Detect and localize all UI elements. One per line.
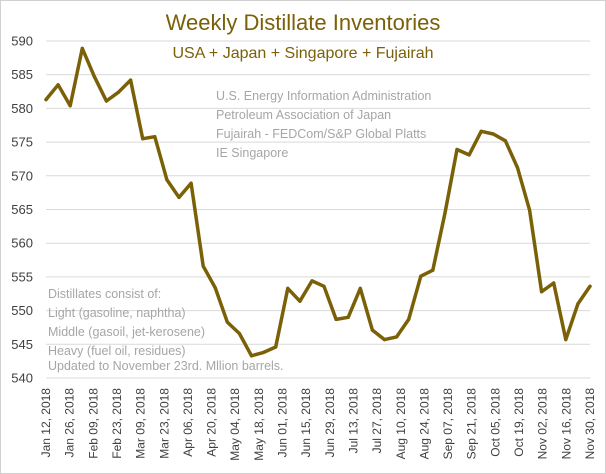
note-heading: Distillates consist of: (48, 287, 162, 301)
data-point (358, 286, 362, 290)
y-tick-label-540: 540 (11, 371, 33, 386)
data-point (431, 268, 435, 272)
data-point (588, 284, 592, 288)
data-point (286, 286, 290, 290)
x-tick-label: Jun 29, 2018 (323, 388, 337, 458)
x-tick-label: Apr 20, 2018 (205, 388, 219, 457)
x-tick-label: Jan 26, 2018 (63, 388, 77, 458)
x-tick-label: Nov 30, 2018 (583, 388, 597, 460)
x-tick-label: Jul 13, 2018 (346, 388, 360, 454)
y-tick-label-560: 560 (11, 236, 33, 251)
x-tick-label: May 18, 2018 (252, 388, 266, 461)
data-point (395, 335, 399, 339)
data-point (322, 284, 326, 288)
data-point (564, 338, 568, 342)
x-axis-ticks: Jan 12, 2018 Jan 26, 2018 Feb 09, 2018 Feb … (39, 388, 597, 461)
data-point (370, 328, 374, 332)
data-point (177, 195, 181, 199)
data-point (382, 338, 387, 342)
data-point (576, 302, 580, 306)
data-point (334, 317, 338, 321)
x-tick-label: Jan 12, 2018 (39, 388, 53, 458)
data-point (491, 132, 495, 136)
note-heavy: Heavy (fuel oil, residues) (48, 344, 186, 358)
y-tick-label-580: 580 (11, 101, 33, 116)
data-point (407, 317, 411, 321)
y-tick-label-570: 570 (11, 168, 33, 183)
data-point (153, 135, 157, 139)
chart-subtitle: USA + Japan + Singapore + Fujairah (172, 45, 434, 62)
x-tick-label: Nov 02, 2018 (536, 388, 550, 460)
chart-title: Weekly Distillate Inventories (165, 10, 441, 35)
x-tick-label: Oct 05, 2018 (488, 388, 502, 457)
note-light: Light (gasoline, naphtha) (48, 306, 186, 320)
data-point (68, 104, 72, 108)
x-tick-label: Oct 19, 2018 (512, 388, 526, 457)
data-point (346, 315, 350, 319)
data-point (298, 299, 302, 303)
x-tick-label: Aug 24, 2018 (417, 388, 431, 460)
data-point (44, 98, 48, 102)
note-updated: Updated to November 23rd. Mllion barrels… (48, 359, 284, 373)
x-tick-label: Sep 07, 2018 (441, 388, 455, 460)
x-tick-label: Mar 09, 2018 (134, 388, 148, 459)
source-paj: Petroleum Association of Japan (216, 108, 392, 122)
y-tick-label-555: 555 (11, 269, 33, 284)
data-point (92, 75, 96, 79)
x-tick-label: Jul 27, 2018 (370, 388, 384, 454)
data-point (310, 279, 314, 283)
x-tick-label: Jun 15, 2018 (299, 388, 313, 458)
data-point (80, 46, 84, 51)
series-layer (44, 46, 592, 358)
y-tick-label-550: 550 (11, 303, 33, 318)
data-point (165, 178, 169, 182)
x-tick-label: Mar 23, 2018 (157, 388, 171, 459)
data-point (262, 350, 266, 354)
data-point (201, 264, 205, 268)
x-tick-label: Jun 01, 2018 (276, 388, 290, 458)
source-fujairah: Fujairah - FEDCom/S&P Global Platts (216, 127, 427, 141)
data-point (141, 137, 145, 141)
data-point (455, 147, 459, 152)
y-tick-label-575: 575 (11, 135, 33, 150)
data-point (479, 129, 483, 133)
data-point (249, 354, 254, 358)
x-tick-label: Feb 23, 2018 (110, 388, 124, 459)
source-singapore: IE Singapore (216, 146, 289, 160)
x-tick-label: Aug 10, 2018 (394, 388, 408, 460)
x-tick-label: Apr 06, 2018 (181, 388, 195, 457)
data-point (104, 99, 108, 103)
source-eia: U.S. Energy Information Administration (216, 89, 432, 103)
y-tick-label-565: 565 (11, 202, 33, 217)
data-point (540, 290, 544, 294)
data-point (189, 181, 193, 185)
data-point (503, 139, 507, 143)
data-point (515, 166, 520, 170)
data-point (213, 286, 217, 290)
data-point (552, 281, 556, 285)
data-point (237, 331, 241, 336)
data-point (443, 211, 447, 216)
data-point (528, 208, 532, 212)
data-point (225, 320, 229, 324)
y-axis-ticks: 540 545 550 555 560 565 570 575 580 585 590 (11, 34, 33, 386)
y-tick-label-545: 545 (11, 337, 33, 352)
data-point (419, 274, 423, 278)
data-point (467, 153, 471, 157)
data-point (129, 78, 133, 82)
series-line-distillate-inventories (44, 46, 592, 358)
note-middle: Middle (gasoil, jet-kerosene) (48, 325, 206, 339)
x-tick-label: Sep 21, 2018 (465, 388, 479, 460)
data-point (274, 345, 278, 349)
data-point (56, 83, 60, 87)
y-tick-label-590: 590 (11, 34, 33, 49)
y-tick-label-585: 585 (11, 67, 33, 82)
x-tick-label: Feb 09, 2018 (86, 388, 100, 459)
x-tick-label: Nov 16, 2018 (559, 388, 573, 460)
data-point (116, 90, 121, 94)
x-tick-label: May 04, 2018 (228, 388, 242, 461)
